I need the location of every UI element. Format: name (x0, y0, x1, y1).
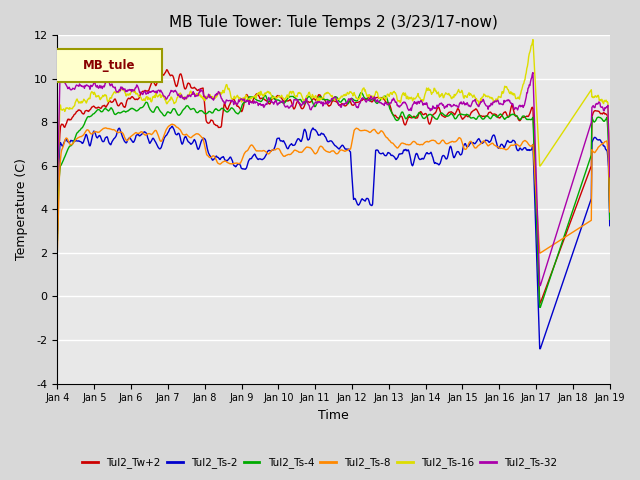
FancyBboxPatch shape (54, 49, 163, 83)
Text: MB_tule: MB_tule (83, 60, 135, 72)
Y-axis label: Temperature (C): Temperature (C) (15, 158, 28, 260)
Legend: Tul2_Tw+2, Tul2_Ts-2, Tul2_Ts-4, Tul2_Ts-8, Tul2_Ts-16, Tul2_Ts-32: Tul2_Tw+2, Tul2_Ts-2, Tul2_Ts-4, Tul2_Ts… (78, 453, 562, 472)
X-axis label: Time: Time (318, 409, 349, 422)
Title: MB Tule Tower: Tule Temps 2 (3/23/17-now): MB Tule Tower: Tule Temps 2 (3/23/17-now… (169, 15, 498, 30)
